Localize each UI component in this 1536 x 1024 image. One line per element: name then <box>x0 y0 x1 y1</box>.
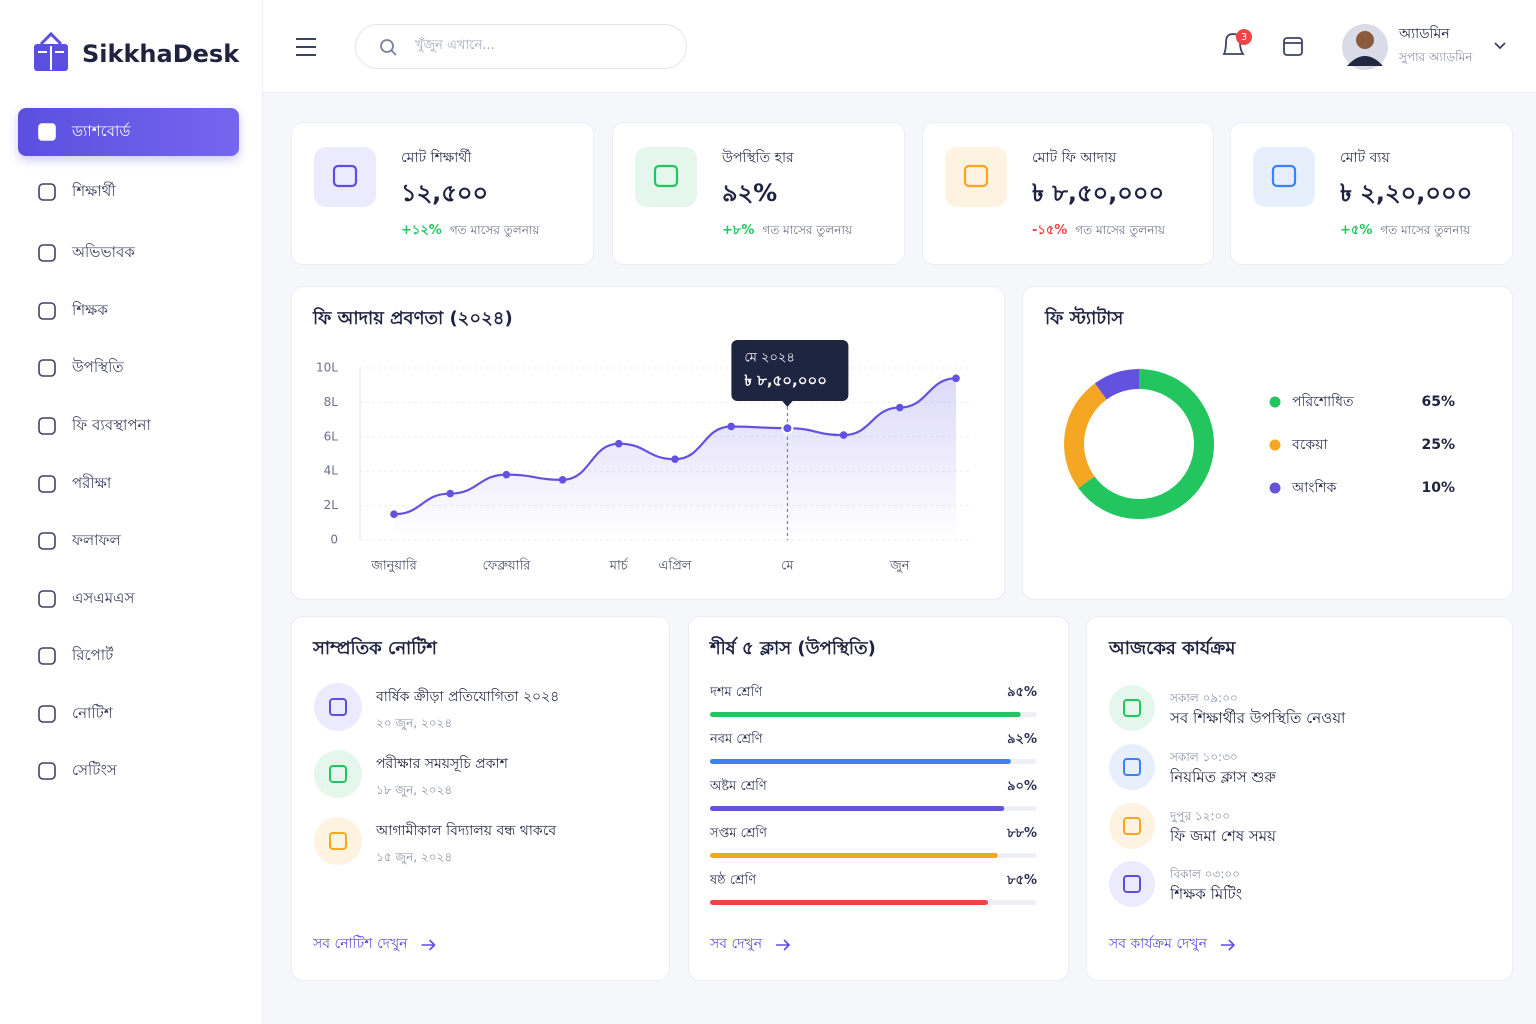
schedule-time: সকাল ১০:৩০ <box>1170 750 1238 764</box>
brand: SikkhaDesk <box>82 40 240 68</box>
stat-label: মোট ফি আদায় <box>1032 150 1117 166</box>
stat-change: +৮% <box>722 223 755 238</box>
notice-date: ২০ জুন, ২০২৪ <box>376 716 453 730</box>
stat-value: ৳ ৮,৫০,০০০ <box>1032 179 1165 207</box>
stat-icon-tile <box>314 147 376 207</box>
stat-icon-tile <box>635 147 697 207</box>
nav-item[interactable]: উপস্থিতি <box>72 358 124 376</box>
nav-item[interactable]: রিপোর্ট <box>72 646 114 664</box>
stat-label: উপস্থিতি হার <box>722 150 794 166</box>
stat-value: ১২,৫০০ <box>401 179 489 207</box>
sidebar <box>0 0 263 1024</box>
nav-item[interactable]: ফি ব্যবস্থাপনা <box>72 416 151 434</box>
nav-item[interactable]: শিক্ষক <box>72 301 108 319</box>
notice-title: পরীক্ষার সময়সূচি প্রকাশ <box>376 756 508 772</box>
nav-item[interactable]: ড্যাশবোর্ড <box>72 122 131 140</box>
schedule-time: বিকাল ০৩:০০ <box>1170 867 1240 881</box>
stat-change: -১৫% <box>1032 223 1068 238</box>
schedule-title: সব শিক্ষার্থীর উপস্থিতি নেওয়া <box>1170 709 1346 727</box>
class-name: নবম শ্রেণি <box>710 732 763 747</box>
user-name: অ্যাডমিন <box>1399 26 1450 42</box>
class-value: ৮৮% <box>1007 826 1037 841</box>
stat-note: গত মাসের তুলনায় <box>1075 223 1165 237</box>
card-title: সাম্প্রতিক নোটিশ <box>313 638 437 659</box>
nav-item[interactable]: সেটিংস <box>72 761 117 779</box>
header-bar <box>263 0 1536 93</box>
card-title: শীর্ষ ৫ ক্লাস (উপস্থিতি) <box>710 638 876 659</box>
stat-change: +১২% <box>401 223 442 238</box>
stat-change-row: +৫% গত মাসের তুলনায় <box>1340 223 1470 239</box>
link[interactable]: সব কার্যক্রম দেখুন <box>1109 936 1207 952</box>
schedule-time: সকাল ০৯:০০ <box>1170 691 1238 705</box>
link[interactable]: সব নোটিশ দেখুন <box>313 936 408 952</box>
stat-note: গত মাসের তুলনায় <box>1380 223 1471 237</box>
search-placeholder: খুঁজুন এখানে... <box>415 38 495 53</box>
notice-title: বার্ষিক ক্রীড়া প্রতিযোগিতা ২০২৪ <box>376 689 560 705</box>
link[interactable]: সব দেখুন <box>710 936 763 952</box>
schedule-title: নিয়মিত ক্লাস শুরু <box>1170 768 1276 786</box>
stat-change: +৫% <box>1340 223 1373 238</box>
stat-value: ৯২% <box>722 179 778 207</box>
class-value: ৯৫% <box>1007 685 1037 700</box>
stat-label: মোট শিক্ষার্থী <box>401 150 472 166</box>
nav-item[interactable]: শিক্ষার্থী <box>72 182 116 200</box>
nav-item[interactable]: ফলাফল <box>72 531 121 549</box>
nav-item[interactable]: পরীক্ষা <box>72 474 112 492</box>
stat-note: গত মাসের তুলনায় <box>762 223 853 237</box>
class-name: ষষ্ঠ শ্রেণি <box>710 873 757 888</box>
card <box>1086 616 1513 981</box>
stat-note: গত মাসের তুলনায় <box>449 223 540 237</box>
stat-icon-tile <box>945 147 1007 207</box>
user-role: সুপার অ্যাডমিন <box>1399 50 1473 64</box>
stat-change-row: -১৫% গত মাসের তুলনায় <box>1032 223 1165 239</box>
nav-item[interactable]: নোটিশ <box>72 704 113 722</box>
chart-title: ফি আদায় প্রবণতা (২০২৪) <box>313 308 513 329</box>
nav-item[interactable]: এসএমএস <box>72 589 135 607</box>
class-value: ৮৫% <box>1007 873 1037 888</box>
card <box>291 616 670 981</box>
card <box>291 286 1005 600</box>
notice-title: আগামীকাল বিদ্যালয় বন্ধ থাকবে <box>376 823 557 839</box>
stat-change-row: +৮% গত মাসের তুলনায় <box>722 223 852 239</box>
notice-date: ১৮ জুন, ২০২৪ <box>376 783 453 797</box>
schedule-time: দুপুর ১২:০০ <box>1170 809 1231 823</box>
schedule-title: ফি জমা শেষ সময় <box>1170 827 1276 845</box>
stat-value: ৳ ২,২০,০০০ <box>1340 179 1473 207</box>
card <box>688 616 1069 981</box>
nav-item[interactable]: অভিভাবক <box>72 243 135 261</box>
stat-icon-tile <box>1253 147 1315 207</box>
class-name: অষ্টম শ্রেণি <box>710 779 767 794</box>
notice-date: ১৫ জুন, ২০২৪ <box>376 850 453 864</box>
class-name: সপ্তম শ্রেণি <box>710 826 767 841</box>
class-name: দশম শ্রেণি <box>710 685 763 700</box>
schedule-title: শিক্ষক মিটিং <box>1170 885 1243 903</box>
stat-label: মোট ব্যয় <box>1340 150 1390 166</box>
class-value: ৯০% <box>1007 779 1037 794</box>
card <box>1022 286 1513 600</box>
stat-change-row: +১২% গত মাসের তুলনায় <box>401 223 539 239</box>
chart-title: ফি স্ট্যাটাস <box>1045 308 1124 329</box>
class-value: ৯২% <box>1007 732 1037 747</box>
search-box[interactable] <box>355 24 687 69</box>
card-title: আজকের কার্যক্রম <box>1109 638 1236 659</box>
